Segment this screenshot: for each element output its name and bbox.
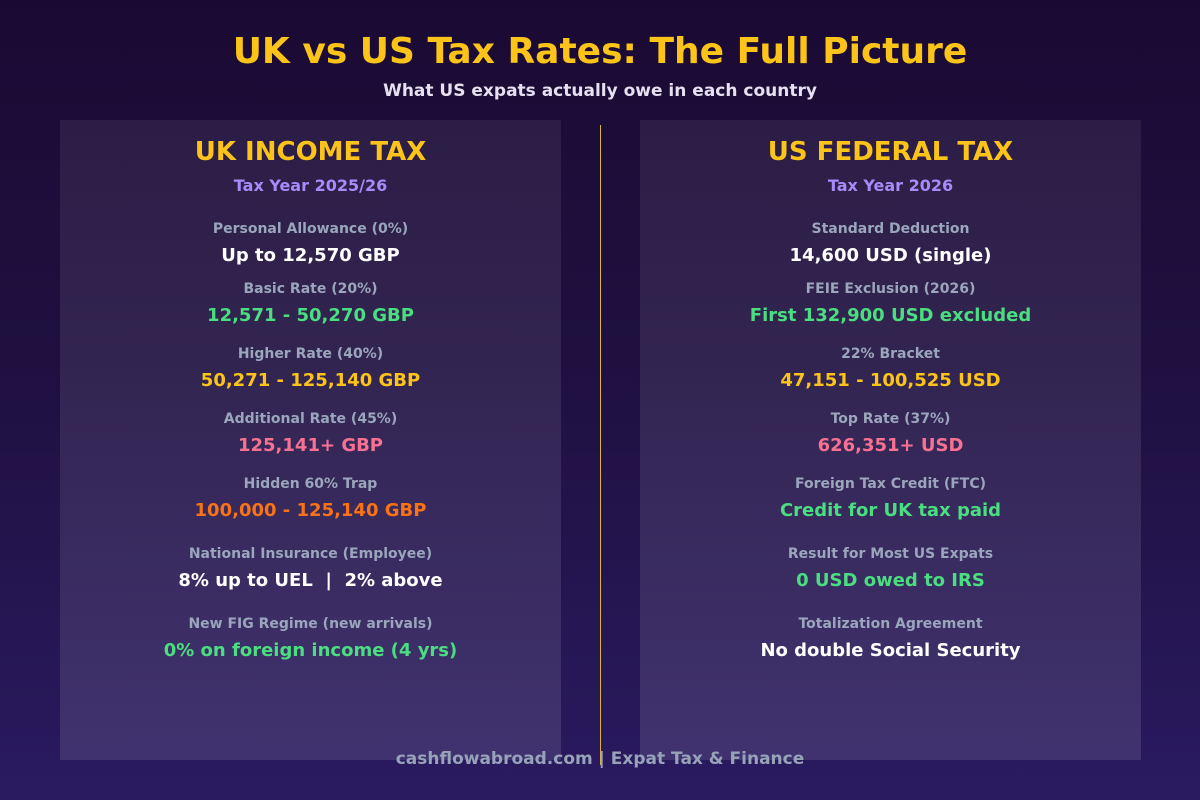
uk-row-label: Hidden 60% Trap [243, 476, 378, 492]
us-row-value: Credit for UK tax paid [779, 500, 1002, 521]
uk-row-value: 50,271 - 125,140 GBP [200, 370, 421, 391]
uk-row-value: 12,571 - 50,270 GBP [207, 305, 414, 326]
uk-row-label: Higher Rate (40%) [237, 346, 384, 362]
us-row-value: No double Social Security [760, 640, 1021, 661]
uk-row-label: New FIG Regime (new arrivals) [188, 616, 433, 632]
us-panel-title: US FEDERAL TAX [767, 137, 1014, 167]
us-row-label: Result for Most US Expats [787, 546, 994, 562]
uk-tax-panel: UK INCOME TAX Tax Year 2025/26 Personal … [60, 120, 561, 760]
us-row-label: FEIE Exclusion (2026) [805, 281, 976, 297]
uk-row-value: 100,000 - 125,140 GBP [194, 500, 427, 521]
uk-row-label: National Insurance (Employee) [188, 546, 433, 562]
us-row-value: 626,351+ USD [817, 435, 964, 456]
uk-row-value: 0% on foreign income (4 yrs) [163, 640, 458, 661]
uk-row-label: Personal Allowance (0%) [212, 221, 409, 237]
us-row-value: 0 USD owed to IRS [796, 570, 985, 591]
page-subtitle: What US expats actually owe in each coun… [383, 81, 817, 101]
uk-row-value: 125,141+ GBP [237, 435, 384, 456]
page-title: UK vs US Tax Rates: The Full Picture [232, 31, 968, 72]
footer-credit: cashflowabroad.com | Expat Tax & Finance [395, 749, 805, 769]
us-row-label: 22% Bracket [841, 346, 940, 362]
uk-row-label: Basic Rate (20%) [243, 281, 378, 297]
uk-row-value: 8% up to UEL | 2% above [178, 570, 443, 591]
us-row-label: Totalization Agreement [798, 616, 983, 632]
us-row-label: Standard Deduction [811, 221, 970, 237]
us-row-label: Top Rate (37%) [830, 411, 951, 427]
uk-row-value: Up to 12,570 GBP [221, 245, 400, 266]
us-tax-panel: US FEDERAL TAX Tax Year 2026 Standard De… [640, 120, 1141, 760]
us-row-value: First 132,900 USD excluded [749, 305, 1032, 326]
us-row-value: 47,151 - 100,525 USD [780, 370, 1001, 391]
uk-panel-title: UK INCOME TAX [194, 137, 427, 167]
uk-tax-year: Tax Year 2025/26 [233, 176, 388, 195]
us-row-label: Foreign Tax Credit (FTC) [794, 476, 987, 492]
panel-divider [600, 125, 601, 765]
us-row-value: 14,600 USD (single) [789, 245, 992, 266]
uk-row-label: Additional Rate (45%) [223, 411, 398, 427]
us-tax-year: Tax Year 2026 [827, 176, 954, 195]
